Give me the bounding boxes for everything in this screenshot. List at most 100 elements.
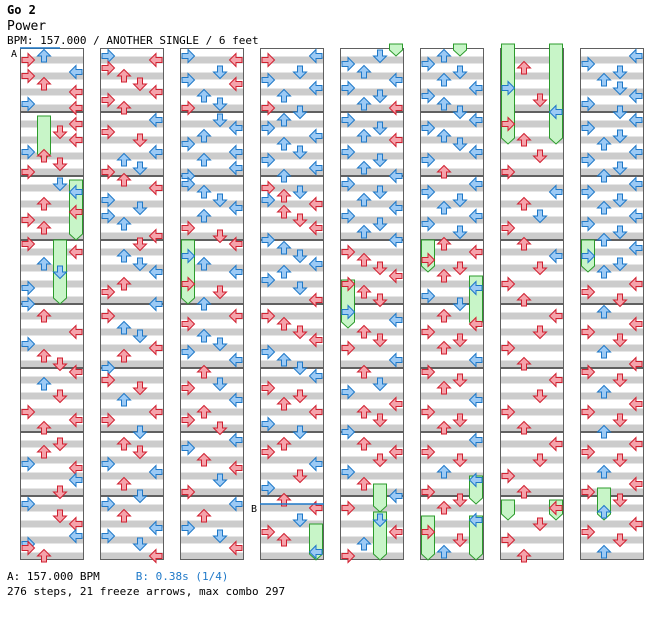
stripe-band [100, 504, 164, 512]
measure-box [420, 112, 484, 176]
stripe-band [420, 488, 484, 496]
stripe-band [500, 504, 564, 512]
down-arrow [436, 464, 452, 479]
stripe-band [500, 104, 564, 112]
down-arrow [276, 188, 292, 203]
stripe-band [500, 56, 564, 64]
stripe-band [100, 56, 164, 64]
stripe-band [420, 232, 484, 240]
measure-box [420, 304, 484, 368]
stripe-band [340, 248, 404, 256]
left-arrow [21, 280, 36, 296]
left-arrow [341, 340, 356, 356]
measure-box [340, 304, 404, 368]
stripe-band [500, 360, 564, 368]
stripe-band [20, 456, 84, 464]
stripe-band [340, 264, 404, 272]
measure-box [260, 304, 324, 368]
up-arrow [612, 493, 628, 508]
up-arrow [212, 113, 228, 128]
stripe-band [580, 152, 644, 160]
left-arrow [21, 68, 36, 84]
stripe-band [100, 216, 164, 224]
down-arrow [276, 264, 292, 279]
up-arrow [372, 453, 388, 468]
down-arrow [116, 392, 132, 407]
left-arrow [261, 344, 276, 360]
stripe-band [180, 440, 244, 448]
down-arrow [196, 364, 212, 379]
right-arrow [468, 352, 483, 368]
down-arrow [36, 420, 52, 435]
right-arrow [308, 128, 323, 144]
right-arrow [228, 236, 243, 252]
down-arrow [516, 548, 532, 563]
right-arrow [68, 84, 83, 100]
stripe-band [500, 488, 564, 496]
right-arrow [148, 228, 163, 244]
stripe-band [260, 248, 324, 256]
left-arrow [21, 236, 36, 252]
down-arrow [276, 436, 292, 451]
stripe-band [180, 136, 244, 144]
down-arrow [116, 248, 132, 263]
down-arrow [596, 72, 612, 87]
stripe-band [20, 552, 84, 560]
stripe-band [420, 280, 484, 288]
up-arrow [212, 337, 228, 352]
stripe-band [260, 264, 324, 272]
up-arrow [612, 129, 628, 144]
measure-box [100, 48, 164, 112]
stripe-band [100, 344, 164, 352]
right-arrow [228, 160, 243, 176]
stripe-band [340, 120, 404, 128]
down-arrow [436, 544, 452, 559]
measure-box [180, 496, 244, 560]
left-arrow [421, 484, 436, 500]
left-arrow [181, 484, 196, 500]
left-arrow [261, 52, 276, 68]
measure-box [500, 432, 564, 496]
right-arrow [68, 472, 83, 488]
stripe-band [580, 264, 644, 272]
measure-box [20, 496, 84, 560]
stripe-band [100, 72, 164, 80]
measure-box [420, 48, 484, 112]
stripe-band [100, 552, 164, 560]
measure-box [180, 432, 244, 496]
stripe-band [340, 152, 404, 160]
stripe-band [340, 488, 404, 496]
left-arrow [261, 444, 276, 460]
stripe-band [500, 552, 564, 560]
freeze-arrow [549, 43, 563, 145]
footer-bpm-row: A: 157.000 BPM B: 0.38s (1/4) [7, 569, 285, 584]
measure-box [20, 112, 84, 176]
measure-box [100, 240, 164, 304]
right-arrow [228, 200, 243, 216]
right-arrow [548, 436, 563, 452]
stripe-band [20, 424, 84, 432]
stripe-band [340, 184, 404, 192]
left-arrow [181, 176, 196, 192]
left-arrow [101, 528, 116, 544]
stripe-band [340, 520, 404, 528]
stripe-band [420, 152, 484, 160]
stripe-band [100, 280, 164, 288]
stripe-band [260, 360, 324, 368]
stripe-band [180, 216, 244, 224]
stripe-band [20, 344, 84, 352]
stripe-band [580, 280, 644, 288]
right-arrow [388, 168, 403, 184]
stripe-band [500, 72, 564, 80]
stripe-band [420, 536, 484, 544]
stripe-band [340, 72, 404, 80]
right-arrow [468, 80, 483, 96]
measure-box [500, 176, 564, 240]
up-arrow [372, 293, 388, 308]
left-arrow [581, 444, 596, 460]
stripe-band [20, 216, 84, 224]
up-arrow [52, 265, 68, 280]
stripe-band [580, 408, 644, 416]
right-arrow [68, 364, 83, 380]
right-arrow [388, 200, 403, 216]
